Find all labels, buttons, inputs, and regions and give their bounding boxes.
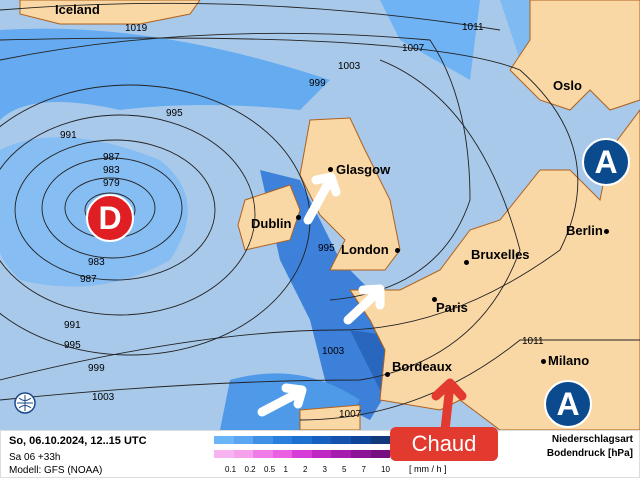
low-pressure-center: D [86,194,134,242]
legend-tick: 5 [342,465,347,474]
isobar-label: 1011 [462,22,484,33]
place-label: Iceland [55,2,100,17]
isobar-label: 983 [88,257,105,268]
wind-direction-arrow-icon [257,383,307,417]
isobar-label: 1003 [322,346,345,357]
scale-swatch [311,450,332,458]
place-label: Berlin [566,223,603,238]
scale-swatch [311,436,332,444]
snow-color-scale [214,450,391,458]
scale-swatch [233,436,254,444]
wind-direction-arrow-icon [303,172,341,225]
scale-swatch [292,450,312,458]
legend-title-pressure: Bodendruck [hPa] [546,448,633,459]
model-name: Modell: GFS (NOAA) [9,465,103,476]
scale-swatch [350,436,371,444]
legend-tick: 1 [283,465,288,474]
scale-swatch [272,450,293,458]
legend-tick: 10 [381,465,390,474]
city-dot [604,229,609,234]
place-label: Milano [548,353,590,368]
legend-tick: 3 [322,465,327,474]
place-label: Bruxelles [471,247,530,262]
isobar-label: 1011 [522,336,544,347]
isobar-label: 995 [318,243,335,254]
isobar-label: 983 [103,165,120,176]
city-dot [328,167,333,172]
wind-direction-arrow-icon [431,378,467,435]
scale-swatch [253,436,273,444]
city-dot [385,372,390,377]
scale-swatch [370,450,391,458]
scale-swatch [350,450,371,458]
isobar-label: 995 [64,340,81,351]
isobar-label: 979 [103,178,120,189]
place-label: Oslo [553,78,582,93]
scale-swatch [233,450,254,458]
isobar-label: 987 [103,152,120,163]
place-label: London [341,242,389,257]
scale-swatch [253,450,273,458]
isobar-label: 991 [64,320,81,331]
isobar-label: 1003 [92,392,115,403]
high-pressure-center: A [582,138,630,186]
place-label: Paris [436,300,468,315]
legend-title-type: Niederschlagsart [551,434,633,445]
isobar-label: 999 [309,78,326,89]
globe-logo-icon [14,392,36,414]
forecast-date: So, 06.10.2024, 12..15 UTC [9,435,147,447]
legend-tick: 2 [303,465,308,474]
scale-swatch [214,436,234,444]
isobar-lines [0,2,640,421]
isobar-label: 995 [166,108,183,119]
isobar-label: 999 [88,363,105,374]
city-dot [541,359,546,364]
isobar-label: 1007 [339,409,362,420]
forecast-run: Sa 06 +33h [9,452,61,463]
scale-swatch [214,450,234,458]
legend-tick: 7 [361,465,366,474]
city-dot [464,260,469,265]
scale-swatch [331,450,351,458]
city-dot [432,297,437,302]
isobar-label: 987 [80,274,97,285]
high-pressure-center: A [544,380,592,428]
isobar-label: 1019 [125,23,148,34]
isobar-label: 991 [60,130,77,141]
place-label: Dublin [251,216,292,231]
legend-unit: [ mm / h ] [409,464,447,474]
place-label: Glasgow [336,162,391,177]
legend-tick: 0.2 [244,465,256,474]
isobar-label: 1003 [338,61,361,72]
weather-map [0,0,640,430]
warm-air-annotation: Chaud [390,427,498,461]
scale-swatch [331,436,351,444]
city-dot [395,248,400,253]
isobar-label: 1007 [402,43,425,54]
wind-direction-arrow-icon [343,284,385,325]
scale-swatch [272,436,293,444]
rain-color-scale [214,436,391,444]
legend-footer: So, 06.10.2024, 12..15 UTC Sa 06 +33h Mo… [0,430,640,478]
legend-tick: 0.1 [225,465,237,474]
place-label: Bordeaux [392,359,452,374]
city-dot [296,215,301,220]
scale-swatch [292,436,312,444]
legend-tick: 0.5 [264,465,276,474]
scale-swatch [370,436,391,444]
